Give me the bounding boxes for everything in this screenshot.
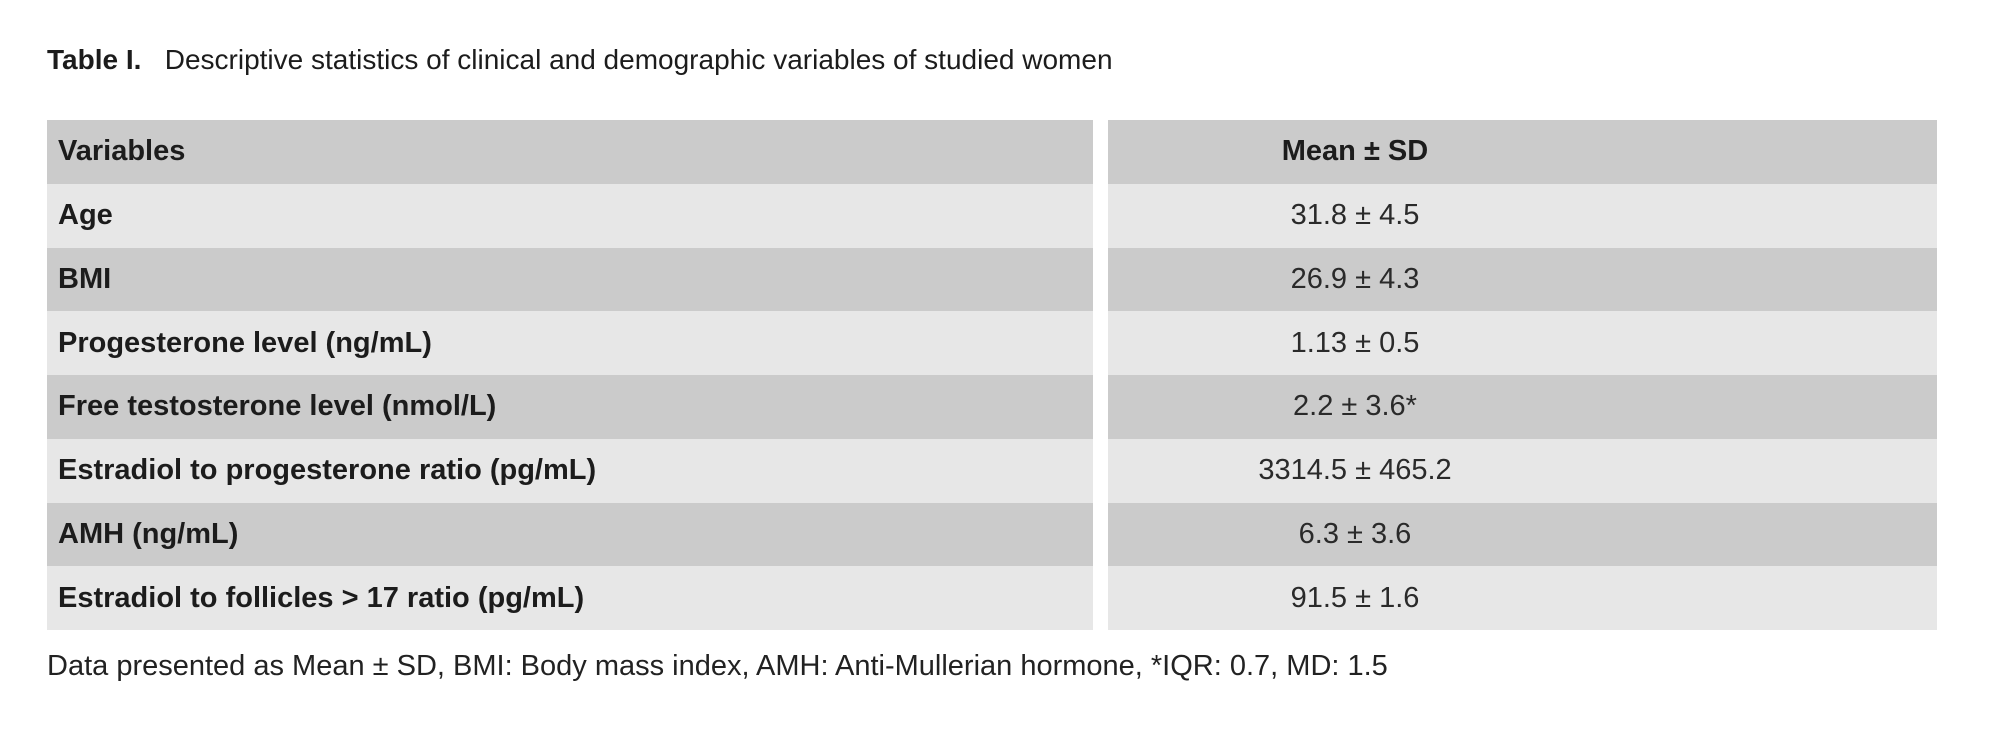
- value-cell: 6.3 ± 3.6: [1108, 502, 1937, 567]
- table-caption: Table I. Descriptive statistics of clini…: [47, 44, 1113, 76]
- caption-spacer: [149, 44, 157, 75]
- variable-cell: Age: [47, 183, 1093, 248]
- column-gap: [1093, 438, 1108, 503]
- table-row: Estradiol to progesterone ratio (pg/mL) …: [47, 438, 1937, 503]
- table-caption-label: Table I.: [47, 44, 142, 75]
- variable-cell: Estradiol to progesterone ratio (pg/mL): [47, 438, 1093, 503]
- column-gap: [1093, 502, 1108, 567]
- value-cell: 91.5 ± 1.6: [1108, 566, 1937, 630]
- column-gap: [1093, 247, 1108, 312]
- table-caption-text: Descriptive statistics of clinical and d…: [164, 44, 1113, 75]
- column-gap: [1093, 120, 1108, 184]
- column-gap: [1093, 183, 1108, 248]
- variable-cell: AMH (ng/mL): [47, 502, 1093, 567]
- value-cell: 3314.5 ± 465.2: [1108, 438, 1937, 503]
- variable-cell: Progesterone level (ng/mL): [47, 311, 1093, 375]
- column-gap: [1093, 375, 1108, 439]
- column-gap: [1093, 311, 1108, 375]
- value-cell: 1.13 ± 0.5: [1108, 311, 1937, 375]
- table-row: BMI 26.9 ± 4.3: [47, 247, 1937, 312]
- value-cell: 26.9 ± 4.3: [1108, 247, 1937, 312]
- value-cell: 31.8 ± 4.5: [1108, 183, 1937, 248]
- table-row: Progesterone level (ng/mL) 1.13 ± 0.5: [47, 311, 1937, 375]
- statistics-table: Variables Mean ± SD Age 31.8 ± 4.5 BMI 2…: [47, 120, 1937, 630]
- variable-cell: BMI: [47, 247, 1093, 312]
- table-row: Estradiol to follicles > 17 ratio (pg/mL…: [47, 566, 1937, 630]
- variable-cell: Free testosterone level (nmol/L): [47, 375, 1093, 439]
- table-row: AMH (ng/mL) 6.3 ± 3.6: [47, 502, 1937, 567]
- value-cell: 2.2 ± 3.6*: [1108, 375, 1937, 439]
- header-cell-variables: Variables: [47, 120, 1093, 184]
- table-footnote: Data presented as Mean ± SD, BMI: Body m…: [47, 650, 1388, 682]
- header-cell-mean-sd: Mean ± SD: [1108, 120, 1937, 184]
- column-gap: [1093, 566, 1108, 630]
- table-header-row: Variables Mean ± SD: [47, 120, 1937, 184]
- table-row: Free testosterone level (nmol/L) 2.2 ± 3…: [47, 375, 1937, 439]
- table-row: Age 31.8 ± 4.5: [47, 183, 1937, 248]
- variable-cell: Estradiol to follicles > 17 ratio (pg/mL…: [47, 566, 1093, 630]
